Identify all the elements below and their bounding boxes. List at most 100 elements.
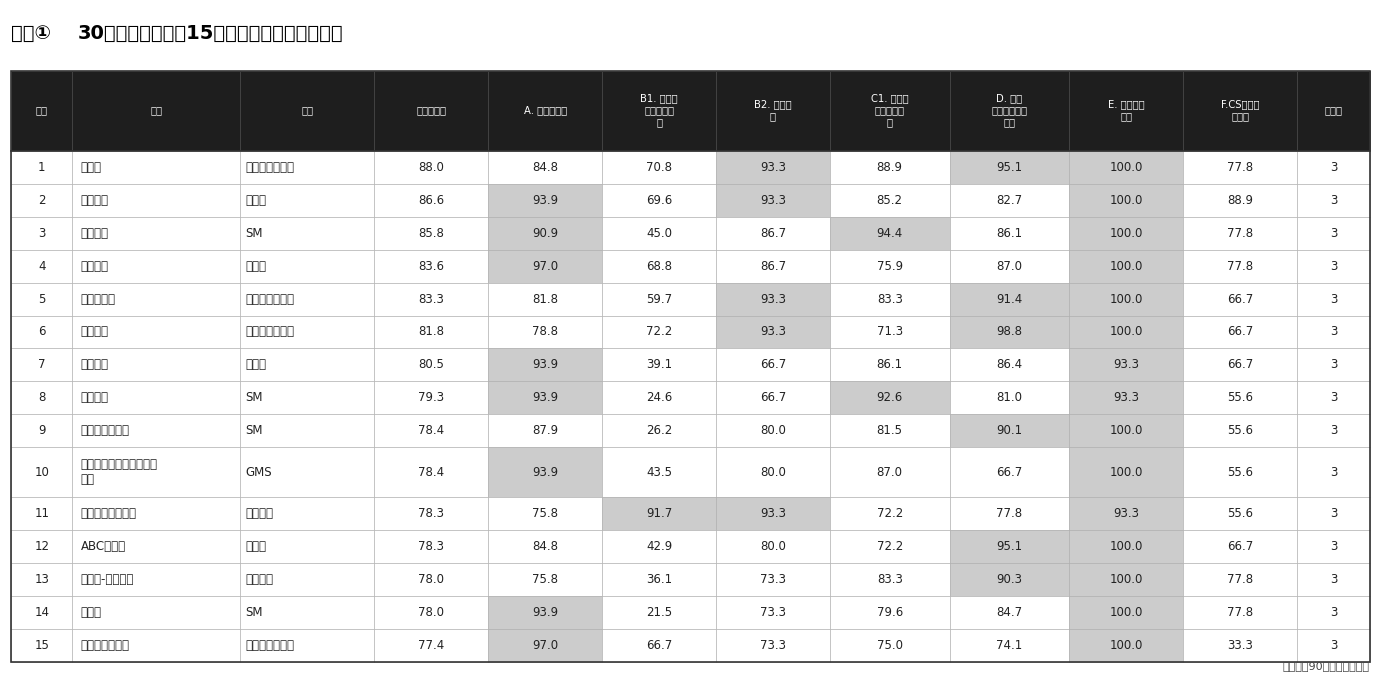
Bar — [72, 563, 240, 596]
Text: 39.1: 39.1 — [646, 359, 673, 371]
Bar — [240, 282, 374, 315]
Text: 83.6: 83.6 — [418, 259, 445, 272]
Text: 75.8: 75.8 — [532, 507, 558, 520]
Text: 88.9: 88.9 — [877, 160, 903, 174]
Bar — [1069, 629, 1184, 662]
Bar — [489, 150, 602, 183]
Text: 93.3: 93.3 — [1113, 359, 1139, 371]
Bar — [602, 629, 715, 662]
Text: 72.2: 72.2 — [877, 507, 903, 520]
Bar — [374, 315, 489, 348]
Text: 78.4: 78.4 — [418, 425, 445, 437]
Text: 73.3: 73.3 — [760, 606, 786, 619]
Text: 3: 3 — [1330, 160, 1337, 174]
Text: 100.0: 100.0 — [1109, 425, 1143, 437]
Bar — [240, 497, 374, 530]
Text: 72.2: 72.2 — [646, 326, 673, 338]
Bar — [72, 629, 240, 662]
Bar — [602, 448, 715, 497]
Bar — [602, 381, 715, 415]
Text: 3: 3 — [1330, 392, 1337, 404]
Text: 100.0: 100.0 — [1109, 259, 1143, 272]
Bar — [1184, 448, 1297, 497]
Text: 93.3: 93.3 — [1113, 507, 1139, 520]
Text: ウエルシア: ウエルシア — [80, 293, 116, 305]
Bar — [489, 348, 602, 381]
Text: 3: 3 — [1330, 573, 1337, 586]
Text: 84.8: 84.8 — [532, 540, 558, 553]
Text: 13: 13 — [35, 573, 50, 586]
Bar — [1184, 348, 1297, 381]
Bar — [72, 497, 240, 530]
Text: 図表①: 図表① — [11, 24, 51, 42]
Bar — [240, 629, 374, 662]
Bar — [489, 381, 602, 415]
Bar — [374, 629, 489, 662]
Text: 78.0: 78.0 — [418, 573, 445, 586]
Bar — [489, 629, 602, 662]
Text: 93.3: 93.3 — [1113, 392, 1139, 404]
Text: 97.0: 97.0 — [532, 259, 558, 272]
Bar — [1069, 216, 1184, 249]
Bar — [715, 415, 830, 448]
Text: 3: 3 — [1330, 606, 1337, 619]
Bar — [830, 150, 950, 183]
Text: SM: SM — [246, 392, 264, 404]
Text: 55.6: 55.6 — [1228, 392, 1253, 404]
Text: 81.5: 81.5 — [877, 425, 903, 437]
Bar — [1069, 448, 1184, 497]
Bar — [1297, 282, 1370, 315]
Bar — [602, 282, 715, 315]
Text: 70.8: 70.8 — [646, 160, 673, 174]
Bar — [11, 249, 72, 282]
Text: 78.3: 78.3 — [418, 540, 445, 553]
Bar — [374, 448, 489, 497]
Text: C1. 誘導案
内・商品質
問: C1. 誘導案 内・商品質 問 — [871, 94, 909, 127]
Bar — [830, 216, 950, 249]
Text: 100.0: 100.0 — [1109, 293, 1143, 305]
Bar — [830, 415, 950, 448]
Text: 21.5: 21.5 — [646, 606, 673, 619]
Bar — [240, 596, 374, 629]
Text: 15: 15 — [35, 639, 50, 652]
Bar — [950, 216, 1069, 249]
Text: 90.9: 90.9 — [532, 226, 558, 239]
Bar — [950, 629, 1069, 662]
Bar — [602, 530, 715, 563]
Text: 3: 3 — [1330, 540, 1337, 553]
Text: 企業: 企業 — [151, 106, 163, 116]
Bar — [72, 348, 240, 381]
Text: 98.8: 98.8 — [997, 326, 1022, 338]
Text: 92.6: 92.6 — [877, 392, 903, 404]
Text: ドラッグストア: ドラッグストア — [246, 326, 294, 338]
Text: 95.1: 95.1 — [996, 160, 1022, 174]
Bar — [489, 563, 602, 596]
Text: 2: 2 — [37, 193, 46, 206]
Text: ドラッグストア: ドラッグストア — [246, 293, 294, 305]
Text: 3: 3 — [1330, 226, 1337, 239]
Bar — [1297, 249, 1370, 282]
Bar — [11, 530, 72, 563]
Bar — [374, 415, 489, 448]
Bar — [830, 448, 950, 497]
Bar — [72, 183, 240, 216]
Bar — [950, 183, 1069, 216]
Text: 97.0: 97.0 — [532, 639, 558, 652]
Text: 業態: 業態 — [301, 106, 313, 116]
Bar — [1297, 315, 1370, 348]
Text: ツルハ: ツルハ — [80, 160, 102, 174]
Text: 69.6: 69.6 — [646, 193, 673, 206]
Text: 66.7: 66.7 — [760, 392, 786, 404]
Text: 85.2: 85.2 — [877, 193, 903, 206]
Text: 100.0: 100.0 — [1109, 226, 1143, 239]
Text: 66.7: 66.7 — [1226, 326, 1253, 338]
Text: 93.3: 93.3 — [760, 193, 786, 206]
Bar — [602, 497, 715, 530]
Bar — [1184, 315, 1297, 348]
Text: 7: 7 — [37, 359, 46, 371]
Text: 87.9: 87.9 — [532, 425, 558, 437]
Bar — [950, 381, 1069, 415]
Bar — [950, 497, 1069, 530]
Text: 73.3: 73.3 — [760, 573, 786, 586]
Text: 3: 3 — [1330, 293, 1337, 305]
